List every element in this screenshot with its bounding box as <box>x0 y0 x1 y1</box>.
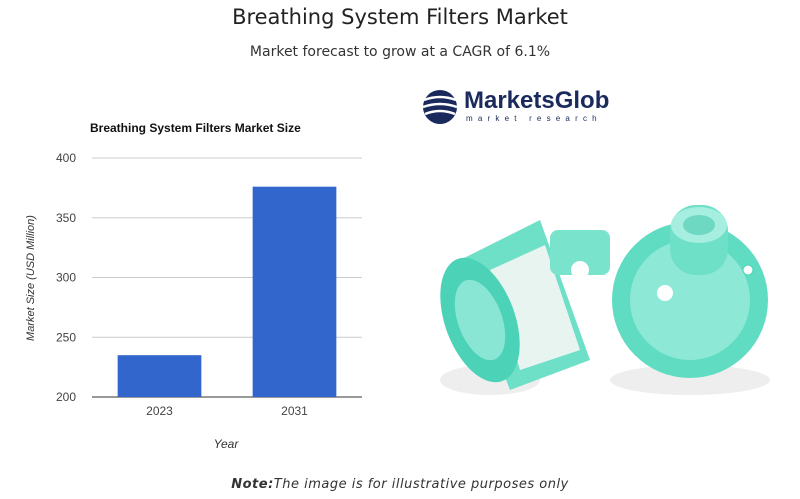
y-tick-label: 250 <box>56 330 76 344</box>
x-tick-label: 2023 <box>146 404 173 418</box>
chart: Breathing System Filters Market Size Yea… <box>25 121 362 451</box>
illustration: MarketsGlob market research <box>422 87 770 395</box>
logo-name: MarketsGlob <box>464 87 609 114</box>
page-subtitle: Market forecast to grow at a CAGR of 6.1… <box>249 44 551 60</box>
bar <box>252 186 337 397</box>
y-tick-label: 400 <box>56 151 76 165</box>
note-label: Note: <box>231 477 274 492</box>
x-tick-label: 2031 <box>281 404 308 418</box>
y-axis-title: Market Size (USD Million) <box>25 215 37 341</box>
y-tick-label: 300 <box>56 271 76 285</box>
note-text: The image is for illustrative purposes o… <box>273 477 569 492</box>
logo-tagline: market research <box>466 114 602 123</box>
page-title: Breathing System Filters Market <box>232 5 568 29</box>
note: Note:The image is for illustrative purpo… <box>0 477 800 492</box>
logo-icon <box>422 90 458 124</box>
x-axis-title: Year <box>214 437 240 451</box>
y-tick-label: 200 <box>56 390 76 404</box>
chart-title: Breathing System Filters Market Size <box>90 121 301 135</box>
y-tick-label: 350 <box>56 211 76 225</box>
filter-image <box>440 205 770 395</box>
bar <box>117 355 202 397</box>
